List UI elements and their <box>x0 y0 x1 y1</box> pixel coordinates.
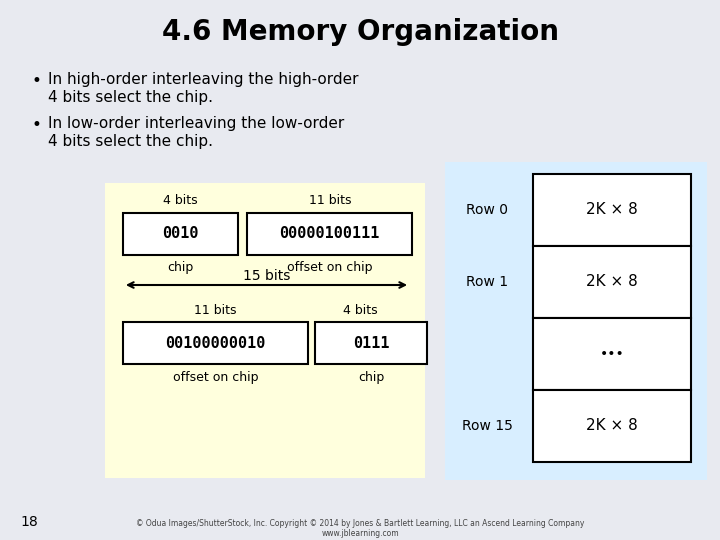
Text: 4 bits select the chip.: 4 bits select the chip. <box>48 90 213 105</box>
Bar <box>533 174 691 246</box>
Text: Row 1: Row 1 <box>466 275 508 289</box>
Text: 4 bits: 4 bits <box>163 194 197 207</box>
Text: © Odua Images/ShutterStock, Inc. Copyright © 2014 by Jones & Bartlett Learning, : © Odua Images/ShutterStock, Inc. Copyrig… <box>136 519 584 529</box>
Text: 11 bits: 11 bits <box>194 303 236 316</box>
Text: Row 15: Row 15 <box>462 419 513 433</box>
Bar <box>315 322 427 364</box>
Text: 4 bits select the chip.: 4 bits select the chip. <box>48 134 213 149</box>
Text: 4.6 Memory Organization: 4.6 Memory Organization <box>161 18 559 46</box>
Bar <box>533 246 691 318</box>
Bar <box>533 318 691 390</box>
Text: 2K × 8: 2K × 8 <box>586 202 638 218</box>
Text: •••: ••• <box>600 347 624 361</box>
Bar <box>533 390 691 462</box>
Text: •: • <box>32 72 42 90</box>
Text: 2K × 8: 2K × 8 <box>586 418 638 434</box>
Text: chip: chip <box>167 260 194 273</box>
Bar <box>105 183 425 478</box>
Text: www.jblearning.com: www.jblearning.com <box>321 530 399 538</box>
Text: 2K × 8: 2K × 8 <box>586 274 638 289</box>
Text: In low-order interleaving the low-order: In low-order interleaving the low-order <box>48 116 344 131</box>
Text: 18: 18 <box>20 515 37 529</box>
Bar <box>247 213 412 255</box>
Text: 4 bits: 4 bits <box>343 303 377 316</box>
Text: •: • <box>32 116 42 134</box>
Bar <box>123 213 238 255</box>
Text: offset on chip: offset on chip <box>287 260 372 273</box>
Text: 0010: 0010 <box>162 226 199 241</box>
Text: 15 bits: 15 bits <box>243 269 290 283</box>
Text: 11 bits: 11 bits <box>309 194 351 207</box>
Text: 00000100111: 00000100111 <box>279 226 379 241</box>
Text: 0111: 0111 <box>353 335 390 350</box>
Text: In high-order interleaving the high-order: In high-order interleaving the high-orde… <box>48 72 359 87</box>
Text: 00100000010: 00100000010 <box>166 335 266 350</box>
Bar <box>123 322 308 364</box>
Bar <box>445 162 707 480</box>
Text: Row 0: Row 0 <box>466 203 508 217</box>
Text: offset on chip: offset on chip <box>173 370 258 383</box>
Text: chip: chip <box>358 370 384 383</box>
